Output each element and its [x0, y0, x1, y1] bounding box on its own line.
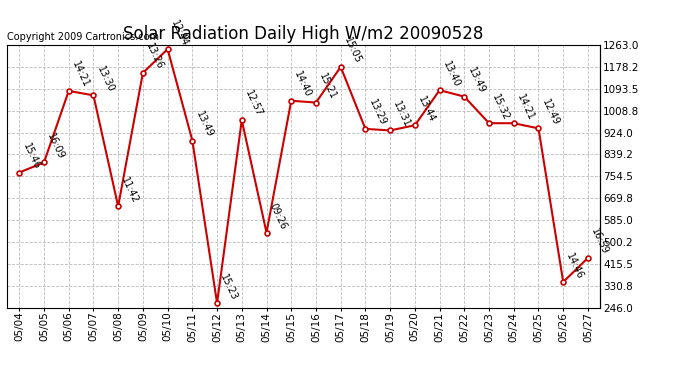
Text: 12:44: 12:44: [169, 18, 190, 48]
Text: 09:26: 09:26: [268, 202, 288, 231]
Text: 14:21: 14:21: [70, 60, 91, 90]
Text: 13:31: 13:31: [391, 100, 413, 129]
Text: 13:26: 13:26: [144, 42, 165, 72]
Text: 13:29: 13:29: [367, 98, 388, 128]
Text: 14:21: 14:21: [515, 92, 536, 122]
Text: 14:40: 14:40: [293, 70, 313, 99]
Text: 13:44: 13:44: [416, 94, 437, 124]
Text: 12:57: 12:57: [243, 89, 264, 119]
Text: 16:09: 16:09: [46, 132, 66, 161]
Text: 14:46: 14:46: [564, 251, 585, 280]
Text: 12:49: 12:49: [540, 98, 561, 127]
Text: 15:46: 15:46: [21, 142, 41, 171]
Text: 11:42: 11:42: [119, 176, 140, 205]
Title: Solar Radiation Daily High W/m2 20090528: Solar Radiation Daily High W/m2 20090528: [124, 26, 484, 44]
Text: 13:49: 13:49: [194, 110, 215, 139]
Text: 15:32: 15:32: [491, 92, 511, 122]
Text: 15:05: 15:05: [342, 36, 363, 66]
Text: 15:21: 15:21: [317, 72, 338, 101]
Text: 13:30: 13:30: [95, 64, 116, 94]
Text: 13:40: 13:40: [441, 59, 462, 89]
Text: Copyright 2009 Cartronics.com: Copyright 2009 Cartronics.com: [7, 32, 159, 42]
Text: 15:23: 15:23: [219, 272, 239, 302]
Text: 16:59: 16:59: [589, 227, 610, 256]
Text: 13:49: 13:49: [466, 66, 486, 95]
